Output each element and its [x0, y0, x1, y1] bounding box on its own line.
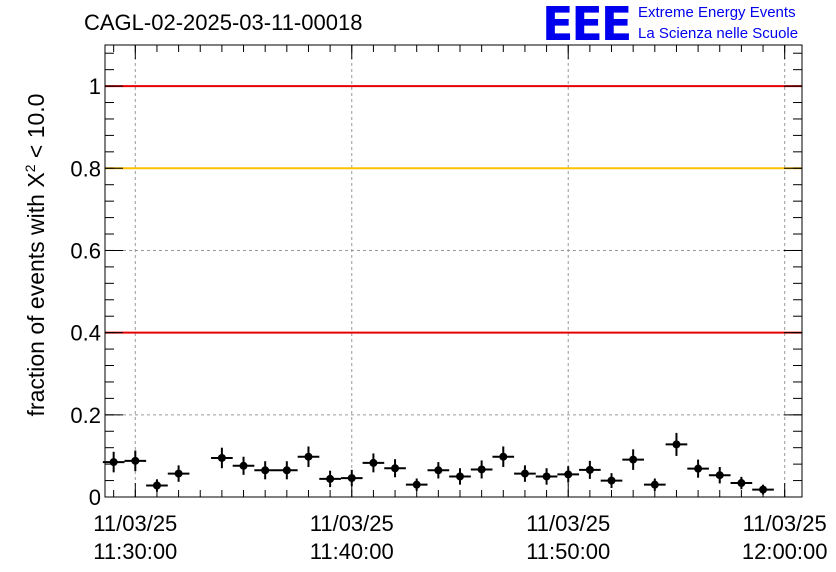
x-tick-labels: 11/03/25 11:30:00 11/03/25 11:40:00 11/03/25…: [93, 511, 827, 564]
data-point: [643, 478, 666, 491]
data-point: [514, 465, 536, 482]
point-marker: [455, 472, 464, 481]
data-point: [384, 459, 406, 478]
point-marker: [217, 453, 226, 462]
point-marker: [152, 481, 161, 490]
axis-ticks: [105, 45, 802, 498]
logo-line-1: Extreme Energy Events: [638, 4, 796, 21]
data-point: [362, 453, 385, 473]
point-marker: [174, 469, 183, 478]
y-tick-label: 0.8: [70, 156, 101, 181]
data-point: [340, 469, 363, 487]
data-point: [449, 468, 471, 485]
point-marker: [542, 472, 551, 481]
y-axis-label-chi: X: [22, 172, 49, 188]
point-marker: [672, 440, 681, 449]
x-tick-date: 11/03/25: [310, 511, 394, 536]
y-tick-label: 1: [89, 74, 101, 99]
run-title: CAGL-02-2025-03-11-00018: [84, 10, 363, 35]
point-marker: [434, 466, 443, 475]
data-point: [276, 461, 298, 480]
data-point: [752, 484, 774, 495]
point-marker: [737, 479, 746, 488]
logo-mark: EEE: [542, 0, 632, 51]
data-point: [232, 456, 255, 475]
point-marker: [585, 465, 594, 474]
point-marker: [131, 456, 140, 465]
point-marker: [520, 469, 529, 478]
data-point: [470, 460, 493, 479]
point-marker: [477, 465, 486, 474]
eee-logo: EEE Extreme Energy Events La Scienza nel…: [542, 0, 834, 51]
data-points: [102, 432, 774, 495]
point-marker: [304, 452, 313, 461]
data-point: [557, 466, 580, 483]
point-marker: [499, 452, 508, 461]
point-marker: [650, 480, 659, 489]
point-marker: [694, 464, 703, 473]
point-marker: [326, 474, 335, 483]
y-axis-label-sup: 2: [22, 164, 39, 173]
data-point: [600, 473, 623, 488]
point-marker: [607, 476, 616, 485]
data-point: [622, 449, 644, 470]
x-tick-date: 11/03/25: [526, 511, 610, 536]
point-marker: [564, 470, 573, 479]
x-tick-time: 11:50:00: [526, 539, 610, 564]
data-point: [492, 446, 515, 468]
y-tick-label: 0: [89, 485, 101, 510]
point-marker: [629, 455, 638, 464]
data-point: [211, 447, 233, 469]
point-marker: [261, 466, 270, 475]
y-tick-labels: 0 0.2 0.4 0.6 0.8 1: [70, 74, 101, 510]
reference-lines: [105, 85, 802, 334]
y-tick-label: 0.4: [70, 321, 101, 346]
data-point: [167, 465, 190, 482]
y-tick-label: 0.2: [70, 403, 101, 428]
point-marker: [109, 458, 118, 467]
point-marker: [715, 471, 724, 480]
grid-lines: [105, 45, 802, 497]
y-axis-label-prefix: fraction of events with: [22, 187, 49, 417]
x-tick-time: 12:00:00: [742, 539, 828, 564]
data-point: [665, 432, 688, 456]
point-marker: [282, 466, 291, 475]
logo-line-2: La Scienza nelle Scuole: [638, 25, 799, 42]
point-marker: [759, 485, 768, 494]
point-marker: [369, 458, 378, 467]
data-point: [102, 451, 125, 473]
x-tick-time: 11:30:00: [93, 539, 177, 564]
data-point: [319, 470, 341, 488]
x-tick-time: 11:40:00: [310, 539, 394, 564]
data-point: [254, 461, 277, 480]
data-point: [427, 462, 450, 479]
data-point: [730, 476, 753, 490]
x-tick-date: 11/03/25: [743, 511, 827, 536]
data-point: [535, 468, 558, 485]
point-marker: [347, 474, 356, 483]
data-point: [405, 478, 428, 491]
y-tick-label: 0.6: [70, 238, 101, 263]
data-point: [124, 450, 147, 472]
point-marker: [391, 464, 400, 473]
x-tick-date: 11/03/25: [93, 511, 177, 536]
plot-frame: [104, 44, 803, 498]
data-point: [708, 467, 731, 484]
data-point: [146, 479, 168, 492]
point-marker: [412, 480, 421, 489]
data-point: [579, 460, 601, 479]
point-marker: [239, 461, 248, 470]
data-point: [687, 459, 709, 478]
data-point: [297, 446, 320, 468]
y-axis-label-suffix: < 10.0: [22, 93, 49, 165]
